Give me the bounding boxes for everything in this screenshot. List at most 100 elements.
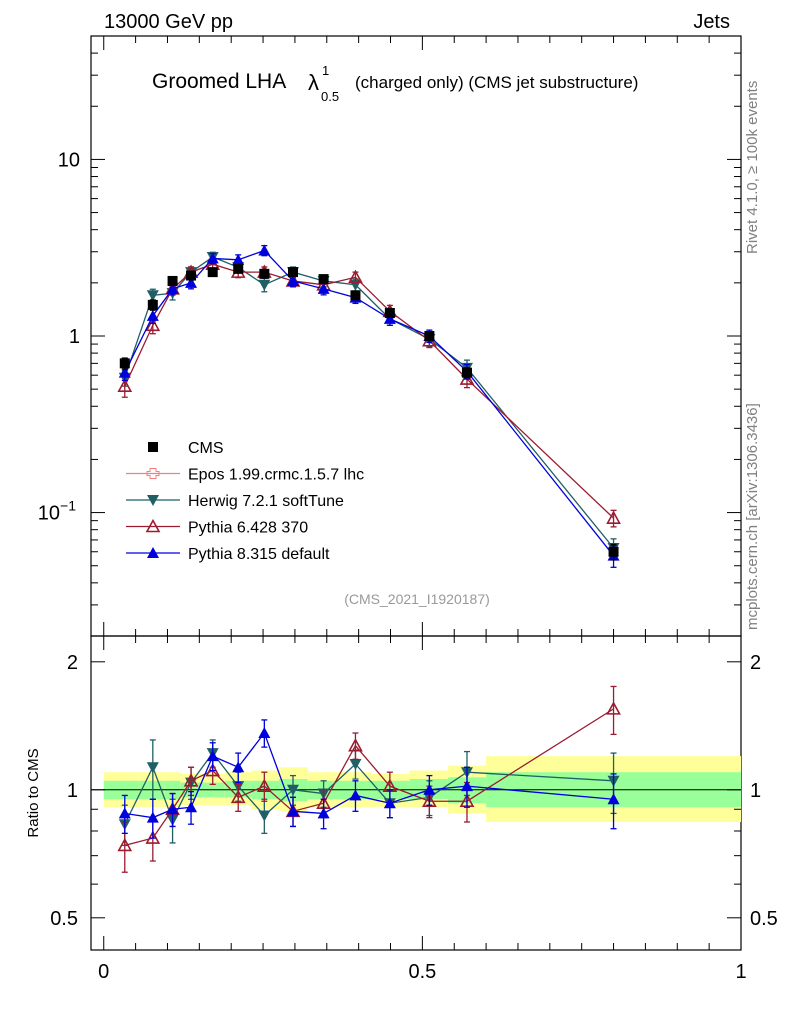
data-point	[117, 378, 133, 392]
ratio-xtick-label: 0.5	[408, 961, 436, 983]
title-main: Groomed LHA	[152, 70, 286, 93]
legend-marker	[147, 547, 159, 558]
data-point	[166, 282, 179, 294]
ratio-data-point	[317, 807, 330, 819]
ratio-data-point	[606, 701, 621, 715]
data-point	[348, 269, 363, 284]
data-point	[383, 312, 396, 324]
ratio-data-point	[185, 801, 198, 813]
legend-marker	[145, 518, 161, 533]
ratio-ylabel: Ratio to CMS	[25, 748, 42, 837]
data-point	[608, 546, 619, 557]
legend: CMS Epos 1.99.crmc.1.5.7 lhc Herwig 7.2.1 …	[126, 440, 364, 563]
ratio-ytick-label-right: 0.5	[750, 908, 778, 930]
title-sub: 0.5	[321, 89, 339, 104]
legend-label: Pythia 8.315 default	[188, 546, 330, 563]
ratio-data-point	[146, 811, 159, 823]
ratio-ytick-label: 2	[67, 652, 78, 674]
header-right: Jets	[693, 11, 730, 33]
legend-label: CMS	[188, 440, 224, 457]
ratio-data-point	[383, 797, 396, 809]
main-ytick-label: 10−1	[38, 498, 76, 525]
legend-marker	[148, 442, 158, 452]
data-point	[606, 510, 621, 524]
ratio-data-point	[460, 780, 473, 792]
ratio-xtick-label: 1	[735, 961, 746, 983]
data-point	[147, 299, 158, 310]
legend-marker	[146, 468, 160, 479]
ratio-data-point	[146, 762, 159, 774]
ratio-data-point	[287, 784, 300, 796]
data-point	[119, 358, 130, 369]
ratio-data-point	[258, 810, 271, 822]
ratio-data-point	[118, 807, 131, 819]
data-point	[185, 276, 198, 288]
legend-label: Herwig 7.2.1 softTune	[188, 493, 344, 510]
title-lambda: λ	[308, 70, 319, 95]
plot-title: Groomed LHA λ 1 0.5 (charged only) (CMS …	[152, 63, 638, 104]
main-ytick-label: 10	[58, 149, 80, 171]
data-point	[146, 309, 159, 321]
ratio-data-point	[287, 805, 300, 817]
ratio-data-point	[256, 778, 272, 792]
legend-entry: Herwig 7.2.1 softTune	[126, 493, 344, 510]
legend-marker	[147, 495, 159, 506]
data-point	[186, 270, 197, 281]
data-point	[118, 366, 131, 378]
ratio-ytick-label-right: 1	[750, 780, 761, 802]
ratio-xtick-label: 0	[98, 961, 109, 983]
ratio-series-pythia-8-315-default	[118, 719, 620, 839]
ratio-data-point	[230, 789, 246, 804]
legend-label: Epos 1.99.crmc.1.5.7 lhc	[188, 467, 364, 484]
data-point	[287, 274, 300, 286]
series-line	[124, 249, 615, 557]
data-point	[461, 367, 472, 378]
data-point	[384, 307, 395, 318]
ratio-axis-ticks: 2 2 1 1 0.5 0.5 0 0.5 1	[50, 636, 778, 983]
legend-entry: Pythia 8.315 default	[126, 546, 330, 563]
title-sup: 1	[322, 63, 329, 78]
ratio-series-line	[124, 708, 614, 847]
ratio-data-point	[206, 750, 219, 762]
data-point	[232, 253, 245, 265]
data-point	[259, 268, 270, 279]
data-point	[167, 275, 178, 286]
ratio-data-point	[166, 803, 179, 815]
ratio-series-group	[117, 685, 621, 873]
series-herwig-7-2-1-softtune	[118, 251, 620, 560]
side-label-top: Rivet 4.1.0, ≥ 100k events	[744, 80, 761, 254]
ratio-data-point	[232, 761, 245, 773]
ratio-data-point	[348, 737, 363, 752]
data-point	[288, 267, 299, 278]
ratio-ytick-label-right: 2	[750, 652, 761, 674]
legend-entry: Pythia 6.428 370	[126, 518, 308, 537]
ratio-data-point	[117, 837, 133, 852]
series-line	[124, 263, 614, 519]
main-ytick-label: 1	[69, 326, 80, 348]
ratio-data-point	[183, 773, 199, 787]
legend-entry: CMS	[148, 440, 224, 457]
header-left: 13000 GeV pp	[104, 11, 233, 33]
title-rest: (charged only) (CMS jet substructure)	[355, 73, 638, 92]
data-point	[350, 290, 361, 301]
ratio-data-point	[422, 793, 437, 808]
main-series-group	[117, 244, 621, 568]
data-point	[317, 282, 330, 294]
legend-label: Pythia 6.428 370	[188, 520, 308, 537]
ratio-data-point	[349, 758, 362, 770]
ratio-data-point	[607, 793, 620, 805]
data-point	[145, 317, 161, 332]
data-point	[258, 244, 271, 256]
data-point	[258, 279, 271, 291]
side-label-bottom: mcplots.cern.ch [arXiv:1306.3436]	[744, 403, 761, 630]
data-point	[146, 290, 159, 302]
main-axis-ticks: 10 1 10−1	[38, 35, 742, 637]
ratio-data-point	[349, 789, 362, 801]
data-point	[233, 263, 244, 274]
analysis-tag: (CMS_2021_I1920187)	[344, 591, 490, 607]
data-point	[318, 274, 329, 285]
ratio-data-point	[423, 783, 436, 795]
data-point	[424, 331, 435, 341]
legend-entry: Epos 1.99.crmc.1.5.7 lhc	[126, 467, 364, 484]
